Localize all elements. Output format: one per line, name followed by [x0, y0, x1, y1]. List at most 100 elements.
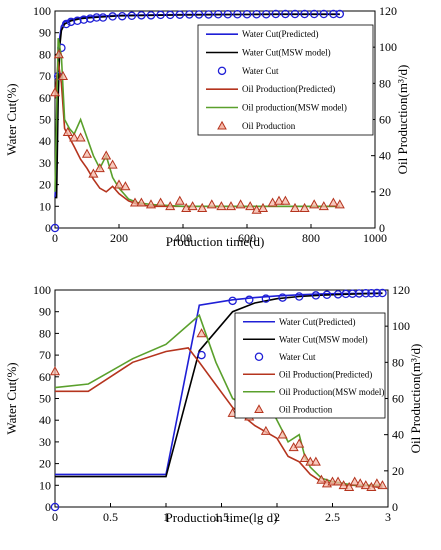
y-left-tick-label: 90 — [39, 26, 51, 40]
y-left-tick-label: 70 — [39, 348, 51, 362]
series-6-point — [245, 201, 256, 211]
y-right-tick-label: 20 — [379, 185, 391, 199]
series-6-point — [260, 425, 271, 435]
series-6-point — [273, 195, 285, 205]
series-6-point — [216, 201, 227, 211]
y-left-tick-label: 20 — [39, 457, 51, 471]
series-6-point — [257, 202, 269, 212]
y-left-tick-label: 0 — [45, 500, 51, 514]
y-left-tick-label: 70 — [39, 69, 51, 83]
series-6-point — [69, 132, 80, 142]
series-3-point — [85, 14, 95, 23]
series-3-point — [156, 10, 165, 20]
legend-label: Oil Production(MSW model) — [279, 387, 384, 397]
series-3-point — [228, 296, 237, 306]
series-3-point — [378, 288, 387, 298]
series-6-point — [206, 199, 217, 209]
series-6-point — [235, 199, 246, 209]
series-6-point — [310, 456, 321, 466]
series-3-point — [146, 11, 156, 20]
y-right-tick-label: 100 — [392, 319, 410, 333]
series-6-point — [88, 168, 99, 178]
x-tick-label: 2 — [274, 510, 280, 524]
legend-swatch — [217, 120, 227, 130]
series-3-point — [319, 9, 329, 19]
series-3-point — [300, 9, 309, 19]
y-right-tick-label: 80 — [379, 76, 391, 90]
y-right-tick-label: 60 — [379, 113, 391, 127]
series-3-point — [61, 19, 71, 29]
series-6-point — [57, 70, 69, 80]
series-6-point — [197, 202, 208, 212]
y-left-tick-label: 90 — [39, 305, 51, 319]
x-tick-label: 400 — [174, 231, 192, 245]
y-left-tick-label: 10 — [39, 478, 51, 492]
y-left-tick-label: 60 — [39, 91, 51, 105]
series-6-point — [299, 452, 310, 463]
series-6-point — [49, 366, 61, 376]
x-tick-label: 0.5 — [103, 510, 118, 524]
legend-label: Water Cut — [279, 352, 316, 362]
y-left-tick-label: 20 — [39, 178, 51, 192]
series-3-point — [322, 290, 332, 300]
x-axis-title: Production time(d) — [166, 234, 265, 249]
series-3-point — [242, 10, 252, 19]
y-left-axis-title: Water Cut(%) — [4, 362, 19, 434]
x-tick-label: 3 — [385, 510, 391, 524]
series-3-point — [66, 17, 76, 27]
x-tick-label: 1 — [163, 510, 169, 524]
chart-1: 0 200 400 600 800 100001020304050607080901000… — [4, 4, 410, 249]
y-right-axis-title: Oil Production(m³/d) — [408, 344, 423, 454]
x-tick-label: 2.5 — [325, 510, 340, 524]
x-tick-label: 200 — [110, 231, 128, 245]
series-6-point — [299, 202, 310, 212]
y-right-tick-label: 0 — [392, 500, 398, 514]
series-6-point — [355, 478, 366, 488]
y-left-tick-label: 50 — [39, 392, 51, 406]
legend-swatch — [217, 66, 227, 76]
x-tick-label: 1000 — [363, 231, 387, 245]
series-6-point — [49, 87, 61, 97]
chart-2: 0 0.5 1 1.5 2 2.5 3010203040506070809010002040… — [4, 283, 423, 525]
series-6-point — [225, 201, 237, 211]
series-3-point — [137, 11, 146, 20]
y-right-tick-label: 0 — [379, 221, 385, 235]
series-3-point — [252, 10, 261, 19]
series-3-point — [244, 295, 254, 305]
legend-box — [234, 312, 386, 419]
series-3-point — [290, 9, 300, 19]
series-6-point — [360, 480, 371, 490]
series-3-point — [108, 12, 117, 21]
series-3-point — [271, 9, 281, 19]
series-6-point — [165, 201, 176, 211]
series-6-point — [277, 429, 288, 439]
series-3-point — [223, 10, 233, 19]
series-6-point — [371, 478, 382, 488]
series-6-point — [107, 159, 118, 169]
series-3-point — [73, 16, 82, 26]
series-3-point — [117, 11, 127, 21]
series-6-point — [81, 148, 93, 158]
series-3-point — [367, 289, 376, 298]
series-2-line — [55, 292, 383, 478]
series-6-point — [53, 49, 64, 59]
legend-label: Oil Production — [279, 404, 333, 414]
y-right-tick-label: 20 — [392, 464, 404, 478]
y-right-tick-label: 120 — [392, 283, 410, 297]
series-3-point — [79, 15, 89, 24]
y-left-tick-label: 80 — [39, 47, 51, 61]
series-3-point — [194, 10, 204, 19]
y-right-tick-label: 60 — [392, 392, 404, 406]
legend-label: Oil Production — [242, 121, 296, 131]
series-6-point — [113, 179, 125, 189]
x-tick-label: 600 — [238, 231, 256, 245]
legend-swatch — [254, 352, 264, 361]
y-left-tick-label: 80 — [39, 326, 51, 340]
legend-label: Water Cut — [242, 66, 279, 76]
x-tick-label: 0 — [52, 510, 58, 524]
legend-box — [197, 24, 374, 136]
series-3-point — [261, 294, 271, 303]
series-6-point — [334, 199, 345, 209]
x-tick-label: 1.5 — [214, 510, 229, 524]
y-left-tick-label: 40 — [39, 134, 51, 148]
